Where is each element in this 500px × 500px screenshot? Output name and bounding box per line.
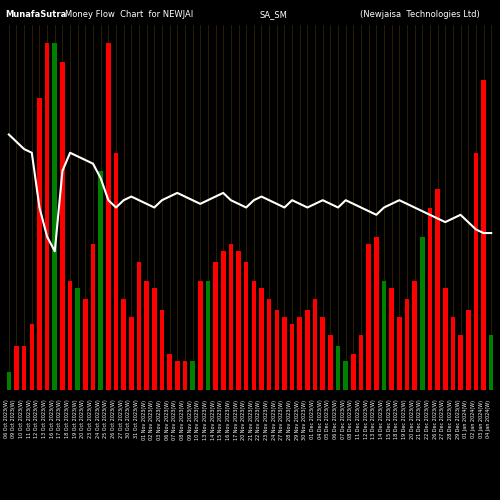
Bar [450,317,455,390]
Bar [60,62,64,390]
Text: SA_SM: SA_SM [260,10,288,19]
Bar [374,236,378,390]
Bar [366,244,371,390]
Bar [136,262,141,390]
Text: Money Flow  Chart  for NEWJAI: Money Flow Chart for NEWJAI [65,10,193,19]
Bar [244,262,248,390]
Bar [351,354,356,390]
Bar [228,244,233,390]
Bar [313,298,318,390]
Bar [290,324,294,390]
Bar [6,372,11,390]
Bar [76,288,80,390]
Bar [190,361,195,390]
Bar [98,171,103,390]
Bar [458,335,463,390]
Bar [45,44,50,390]
Bar [358,335,364,390]
Bar [175,361,180,390]
Bar [259,288,264,390]
Bar [168,354,172,390]
Bar [221,252,226,390]
Bar [320,317,325,390]
Bar [282,317,287,390]
Bar [68,280,72,390]
Bar [52,44,57,390]
Bar [106,44,110,390]
Bar [83,298,87,390]
Bar [481,80,486,390]
Bar [466,310,470,390]
Bar [336,346,340,390]
Text: MunafaSutra: MunafaSutra [5,10,66,19]
Text: (Newjaisa  Technologies Ltd): (Newjaisa Technologies Ltd) [360,10,480,19]
Bar [252,280,256,390]
Bar [30,324,34,390]
Bar [37,98,42,390]
Bar [420,236,424,390]
Bar [328,335,332,390]
Bar [206,280,210,390]
Bar [198,280,202,390]
Bar [474,153,478,390]
Bar [14,346,19,390]
Bar [344,361,348,390]
Bar [436,189,440,390]
Bar [91,244,96,390]
Bar [160,310,164,390]
Bar [404,298,409,390]
Bar [382,280,386,390]
Bar [144,280,149,390]
Bar [22,346,26,390]
Bar [298,317,302,390]
Bar [390,288,394,390]
Bar [182,361,187,390]
Bar [152,288,156,390]
Bar [122,298,126,390]
Bar [305,310,310,390]
Bar [129,317,134,390]
Bar [412,280,417,390]
Bar [274,310,279,390]
Bar [213,262,218,390]
Bar [443,288,448,390]
Bar [397,317,402,390]
Bar [489,335,494,390]
Bar [428,208,432,390]
Bar [236,252,241,390]
Bar [114,153,118,390]
Bar [267,298,272,390]
